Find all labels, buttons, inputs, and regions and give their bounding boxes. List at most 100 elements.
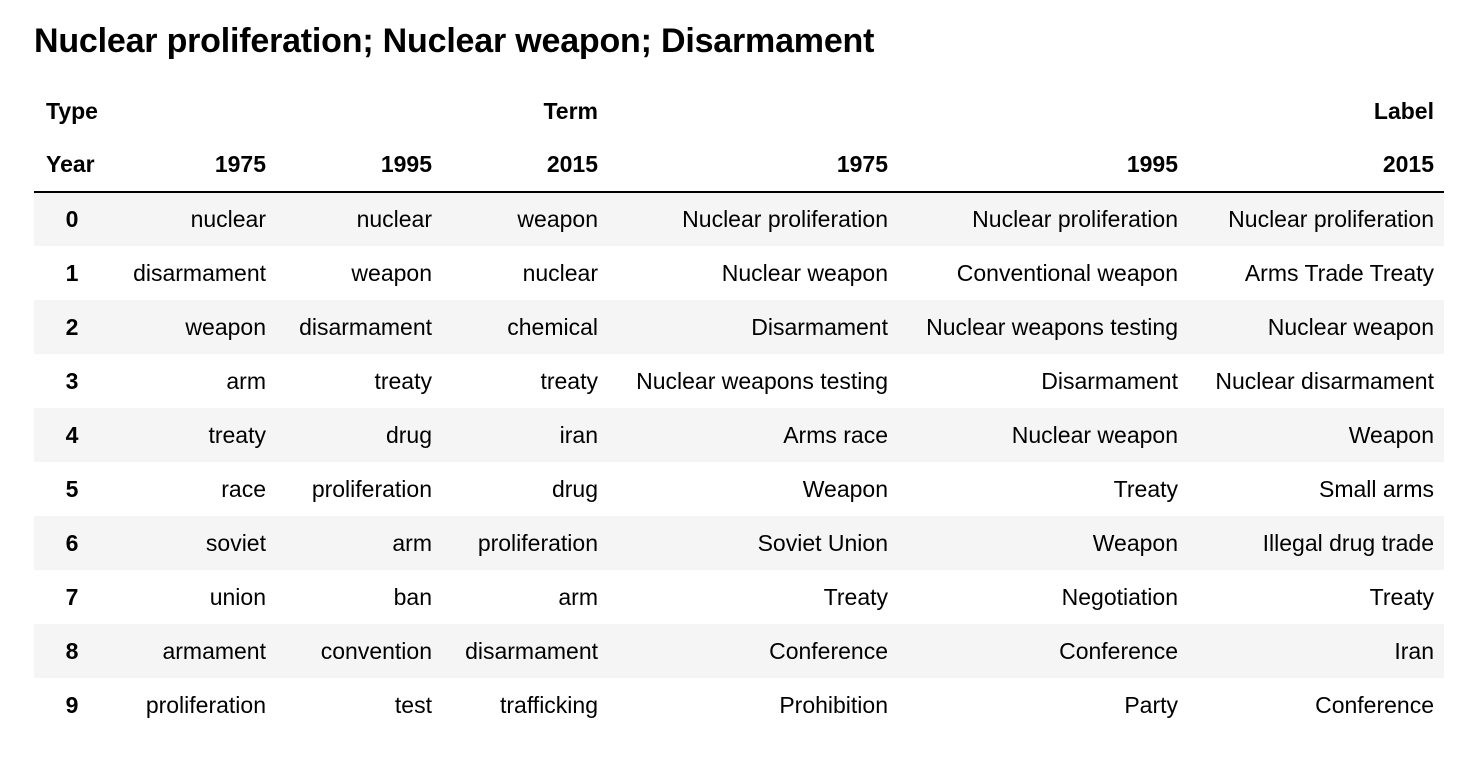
term-cell: convention <box>320 637 432 664</box>
term-cell: test <box>394 691 432 718</box>
term-cell: proliferation <box>145 691 266 718</box>
term-cell: arm <box>226 367 266 394</box>
term-cell: drug <box>551 475 598 502</box>
table-row: 3 arm treaty treaty Nuclear weapons test… <box>34 354 1444 408</box>
term-cell: nuclear <box>190 206 266 232</box>
label-cell: Conference <box>1059 637 1178 664</box>
label-cell: Disarmament <box>751 313 888 340</box>
row-index: 7 <box>65 583 79 610</box>
row-index: 6 <box>65 529 79 556</box>
label-cell: Treaty <box>1369 583 1434 610</box>
term-cell: treaty <box>374 367 432 394</box>
label-cell: Nuclear proliferation <box>1228 206 1434 232</box>
term-cell: weapon <box>517 206 598 232</box>
column-header-term-year: 2015 <box>442 138 608 193</box>
label-cell: Prohibition <box>779 691 888 718</box>
label-cell: Weapon <box>1348 421 1434 448</box>
index-level-type-label: Type <box>46 97 98 124</box>
label-cell: Conference <box>769 637 888 664</box>
term-cell: disarmament <box>133 259 266 286</box>
label-cell: Conventional weapon <box>956 259 1178 286</box>
column-header-label-year: 1995 <box>898 138 1188 193</box>
term-cell: ban <box>393 583 432 610</box>
table-row: 2 weapon disarmament chemical Disarmamen… <box>34 300 1444 354</box>
table-row: 8 armament convention disarmament Confer… <box>34 624 1444 678</box>
label-cell: Weapon <box>802 475 888 502</box>
term-cell: treaty <box>208 421 266 448</box>
label-cell: Nuclear proliferation <box>682 206 888 232</box>
column-header-term-year: 1975 <box>110 138 276 193</box>
header-spacer <box>110 84 276 138</box>
label-cell: Nuclear weapon <box>1267 313 1434 340</box>
data-table: Type Term Label Year 1975 1995 2015 1975… <box>34 84 1444 732</box>
header-group-label: Label <box>1373 97 1434 124</box>
table-row: 4 treaty drug iran Arms race Nuclear wea… <box>34 408 1444 462</box>
header-row-type: Type Term Label <box>34 84 1444 138</box>
term-cell: nuclear <box>356 206 432 232</box>
term-cell: race <box>221 475 266 502</box>
label-cell: Nuclear weapon <box>1011 421 1178 448</box>
term-cell: nuclear <box>522 259 598 286</box>
header-spacer <box>276 84 442 138</box>
table-row: 1 disarmament weapon nuclear Nuclear wea… <box>34 246 1444 300</box>
table-title: Nuclear proliferation; Nuclear weapon; D… <box>34 22 875 60</box>
label-cell: Arms race <box>783 421 888 448</box>
label-cell: Nuclear weapons testing <box>636 367 888 394</box>
label-cell: Small arms <box>1318 475 1434 502</box>
table-row: 9 proliferation test trafficking Prohibi… <box>34 678 1444 732</box>
table-body: 0 nuclear nuclear weapon Nuclear prolife… <box>34 192 1444 732</box>
term-cell: drug <box>385 421 432 448</box>
label-cell: Treaty <box>1113 475 1178 502</box>
label-cell: Nuclear weapons testing <box>926 313 1178 340</box>
term-cell: disarmament <box>465 637 598 664</box>
column-header-label-year: 1975 <box>608 138 898 193</box>
term-cell: proliferation <box>477 529 598 556</box>
label-cell: Party <box>1124 691 1178 718</box>
term-cell: chemical <box>507 313 598 340</box>
label-cell: Iran <box>1394 637 1434 664</box>
column-header-label-year: 2015 <box>1188 138 1444 193</box>
label-cell: Conference <box>1315 691 1434 718</box>
index-level-year-label: Year <box>34 138 110 193</box>
term-cell: disarmament <box>299 313 432 340</box>
row-index: 3 <box>65 367 79 394</box>
term-cell: trafficking <box>499 691 598 718</box>
label-cell: Treaty <box>823 583 888 610</box>
label-cell: Disarmament <box>1041 367 1178 394</box>
label-cell: Illegal drug trade <box>1262 529 1434 556</box>
label-cell: Nuclear disarmament <box>1215 367 1434 394</box>
term-cell: weapon <box>185 313 266 340</box>
header-group-term: Term <box>543 97 598 124</box>
row-index: 0 <box>65 206 79 232</box>
table-row: 6 soviet arm proliferation Soviet Union … <box>34 516 1444 570</box>
column-header-term-year: 1995 <box>276 138 442 193</box>
term-cell: treaty <box>540 367 598 394</box>
label-cell: Arms Trade Treaty <box>1244 259 1434 286</box>
label-cell: Soviet Union <box>757 529 888 556</box>
table-row: 7 union ban arm Treaty Negotiation Treat… <box>34 570 1444 624</box>
label-cell: Nuclear proliferation <box>972 206 1178 232</box>
header-row-year: Year 1975 1995 2015 1975 1995 2015 <box>34 138 1444 193</box>
row-index: 8 <box>65 637 79 664</box>
table-row: 5 race proliferation drug Weapon Treaty … <box>34 462 1444 516</box>
term-cell: armament <box>162 637 266 664</box>
label-cell: Nuclear weapon <box>721 259 888 286</box>
row-index: 9 <box>65 691 79 718</box>
header-spacer <box>608 84 898 138</box>
row-index: 5 <box>65 475 79 502</box>
term-cell: weapon <box>351 259 432 286</box>
row-index: 2 <box>65 313 79 340</box>
row-index: 1 <box>65 259 79 286</box>
label-cell: Weapon <box>1092 529 1178 556</box>
term-cell: union <box>209 583 266 610</box>
table-row: 0 nuclear nuclear weapon Nuclear prolife… <box>34 192 1444 246</box>
term-cell: arm <box>392 529 432 556</box>
term-cell: arm <box>558 583 598 610</box>
header-spacer <box>898 84 1188 138</box>
term-cell: iran <box>559 421 598 448</box>
label-cell: Negotiation <box>1061 583 1178 610</box>
term-cell: soviet <box>205 529 266 556</box>
row-index: 4 <box>65 421 79 448</box>
term-cell: proliferation <box>311 475 432 502</box>
